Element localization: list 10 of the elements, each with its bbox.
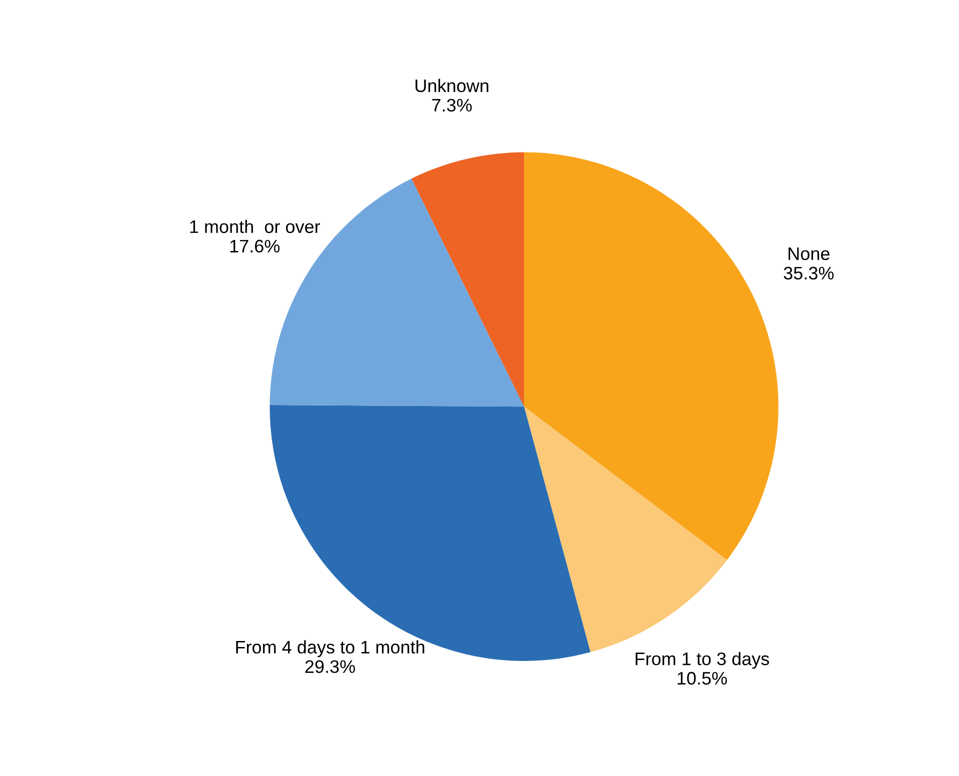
slice-label: From 1 to 3 days	[636, 652, 770, 669]
data-label: 10.5%	[678, 672, 727, 685]
data-label: 7.3%	[432, 98, 472, 112]
data-label: 17.6%	[230, 240, 280, 253]
slice-label: From 4 days to 1 month	[236, 640, 424, 658]
slice-label: 1 month or over	[190, 220, 320, 234]
data-label: 29.3%	[305, 660, 355, 674]
data-label: 35.3%	[784, 266, 834, 280]
slice-label: None	[788, 247, 830, 260]
slice-label: Unknown	[416, 78, 488, 92]
